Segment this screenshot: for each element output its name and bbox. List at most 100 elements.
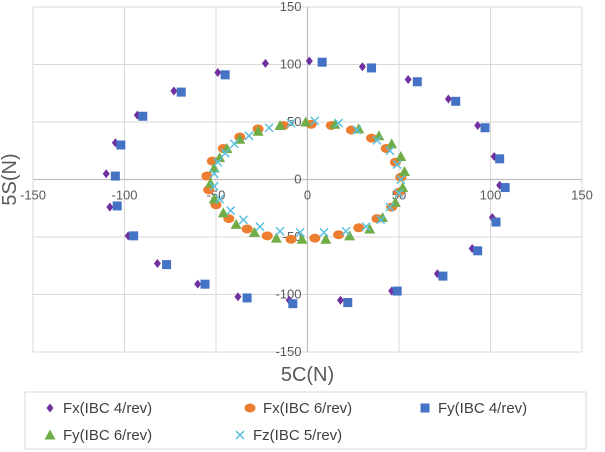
data-point [480, 123, 490, 133]
data-points [102, 56, 510, 309]
data-point [329, 118, 341, 129]
data-point [230, 218, 242, 229]
data-point [392, 286, 402, 296]
y-axis-title: 5S(N) [0, 153, 21, 205]
data-point [372, 135, 382, 145]
data-point [229, 139, 239, 149]
data-point [176, 87, 186, 97]
data-point [500, 183, 510, 193]
data-point [352, 125, 362, 135]
data-point [320, 233, 332, 244]
data-point [367, 63, 377, 73]
data-point [376, 215, 386, 225]
legend-marker [420, 403, 430, 413]
data-point [341, 226, 351, 236]
data-point [201, 171, 213, 181]
data-point [296, 233, 308, 244]
data-point [398, 165, 410, 176]
data-point [309, 233, 321, 243]
y-tick-label: -100 [275, 287, 301, 302]
data-point [244, 131, 254, 141]
data-point [261, 231, 273, 241]
data-point [194, 279, 202, 289]
data-point [153, 258, 161, 268]
data-point [270, 232, 282, 243]
data-point [274, 119, 286, 130]
x-tick-label: -150 [20, 188, 46, 203]
data-point [209, 181, 219, 191]
data-point [334, 118, 344, 128]
data-point [200, 279, 210, 289]
data-point [220, 148, 230, 158]
x-tick-label: 150 [571, 188, 593, 203]
series-3 [110, 57, 510, 309]
legend-box [24, 391, 587, 450]
data-point [353, 223, 365, 233]
data-point [295, 227, 305, 237]
data-point [438, 271, 448, 281]
data-point [473, 246, 483, 256]
legend-label: Fx(IBC 6/rev) [263, 400, 352, 417]
y-tick-label: -150 [275, 344, 301, 359]
data-point [397, 182, 409, 193]
data-point [234, 292, 242, 302]
data-point [385, 146, 395, 156]
data-point [288, 299, 298, 309]
data-point [310, 116, 320, 126]
series-5 [209, 116, 406, 237]
data-point [214, 68, 222, 78]
data-point [286, 118, 296, 128]
data-point [138, 111, 148, 121]
data-point [474, 120, 482, 130]
data-point [217, 207, 229, 218]
data-point [214, 152, 226, 163]
data-point [333, 230, 345, 240]
data-point [373, 130, 385, 141]
data-point [404, 74, 412, 84]
data-point [129, 231, 139, 241]
x-tick-label: -100 [111, 188, 137, 203]
data-point [116, 140, 126, 150]
data-point [300, 116, 312, 127]
data-point [264, 123, 274, 133]
data-point [385, 202, 395, 212]
y-tick-label: 100 [280, 57, 302, 72]
data-point [317, 57, 327, 67]
legend-marker [235, 430, 245, 440]
data-point [305, 56, 313, 66]
data-point [242, 293, 252, 303]
data-point [226, 206, 236, 216]
data-point [248, 226, 260, 237]
data-point [364, 223, 376, 234]
data-point [444, 94, 452, 104]
axes [33, 7, 582, 352]
data-point [451, 96, 461, 106]
data-point [162, 260, 172, 270]
legend-label: Fz(IBC 5/rev) [253, 427, 342, 444]
data-point [203, 185, 215, 195]
data-point [386, 138, 398, 149]
data-point [220, 70, 230, 80]
x-axis-title: 5C(N) [281, 364, 334, 386]
data-point [392, 160, 402, 170]
data-point [241, 224, 253, 234]
data-point [319, 227, 329, 237]
y-tick-label: 0 [294, 172, 301, 187]
legend-label: Fy(IBC 6/rev) [63, 427, 152, 444]
data-point [395, 151, 407, 161]
data-point [221, 142, 233, 153]
data-point [394, 188, 404, 198]
data-point [285, 234, 297, 244]
data-point [336, 295, 344, 305]
data-point [112, 201, 122, 211]
data-point [106, 202, 114, 212]
x-tick-label: 100 [480, 188, 502, 203]
data-point [255, 222, 265, 232]
y-tick-label: 50 [287, 114, 301, 129]
data-point [102, 169, 110, 179]
data-point [275, 226, 285, 236]
data-point [209, 169, 219, 179]
data-point [495, 154, 505, 164]
